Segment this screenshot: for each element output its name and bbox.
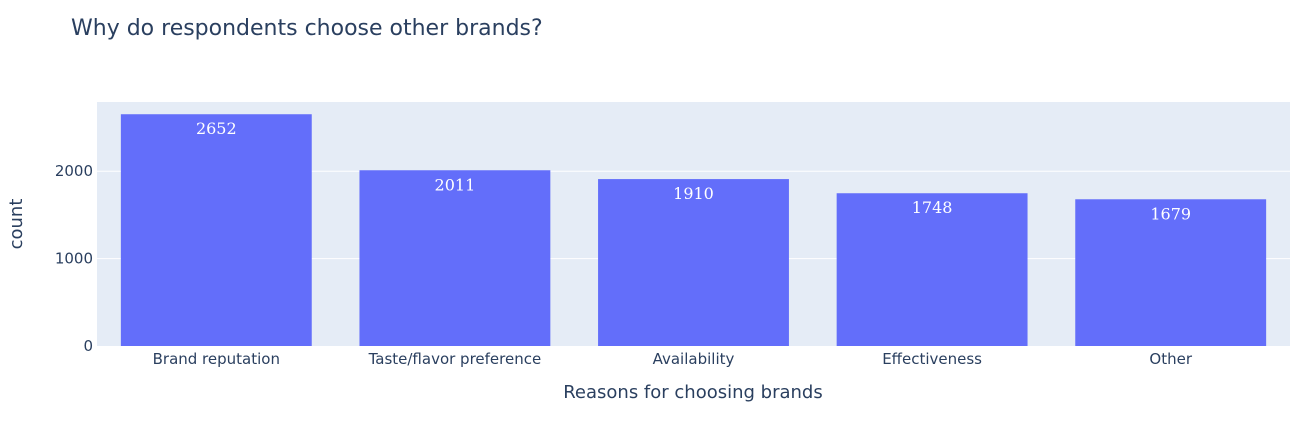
chart-title: Why do respondents choose other brands? (71, 16, 543, 41)
bar-value-label: 2652 (196, 119, 237, 138)
x-tick-label: Taste/flavor preference (368, 350, 542, 368)
bar (1075, 199, 1267, 346)
data-labels: 2652 2011 1910 1748 1679 (196, 119, 1191, 223)
y-tick-label: 1000 (55, 250, 93, 268)
x-tick-label: Availability (653, 350, 735, 368)
y-axis-ticks: 0 1000 2000 (55, 162, 93, 355)
y-tick-label: 2000 (55, 162, 93, 180)
x-tick-label: Brand reputation (153, 350, 280, 368)
bar-value-label: 1679 (1150, 204, 1191, 223)
y-tick-label: 0 (83, 337, 93, 355)
bars (120, 114, 1267, 346)
y-axis-title: count (6, 199, 27, 250)
bar (120, 114, 312, 346)
x-tick-label: Other (1149, 350, 1192, 368)
bar-value-label: 1748 (912, 198, 953, 217)
x-tick-label: Effectiveness (882, 350, 982, 368)
bar (359, 170, 551, 346)
x-axis-ticks: Brand reputation Taste/flavor preference A… (153, 350, 1193, 368)
bar (836, 193, 1028, 346)
bar-value-label: 1910 (673, 184, 714, 203)
bar-value-label: 2011 (435, 175, 476, 194)
x-axis-title: Reasons for choosing brands (563, 382, 823, 403)
bar (598, 179, 789, 346)
